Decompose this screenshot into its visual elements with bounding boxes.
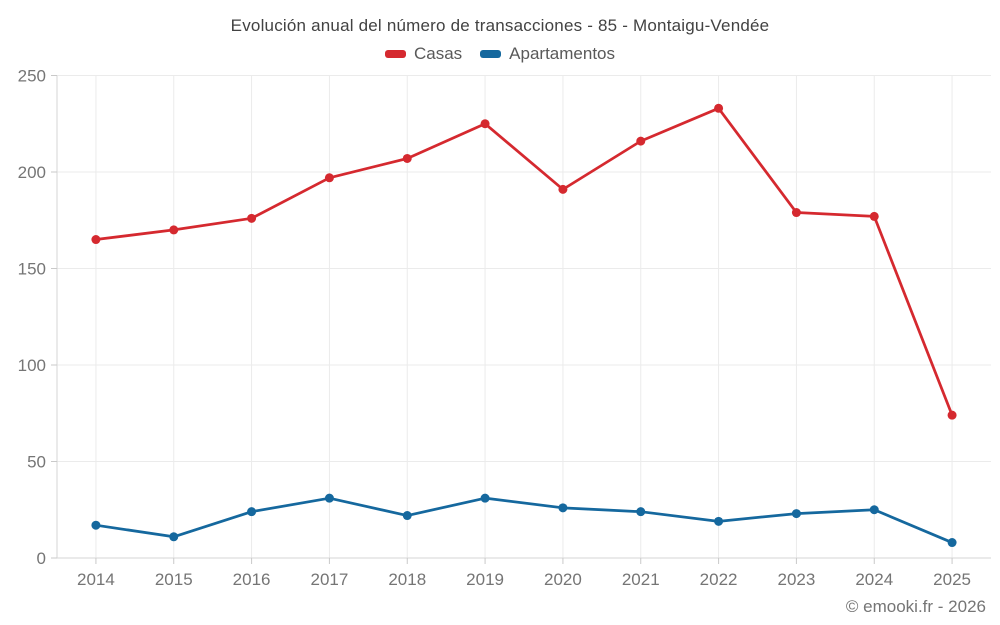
y-axis-tick-label: 0: [37, 549, 46, 568]
data-point[interactable]: [247, 507, 257, 517]
y-axis-tick-label: 150: [18, 260, 46, 279]
y-axis-tick-label: 250: [18, 67, 46, 86]
data-point[interactable]: [558, 184, 568, 194]
legend-item-apartamentos-label: Apartamentos: [509, 44, 616, 63]
x-axis-tick-label: 2018: [388, 570, 426, 589]
data-point[interactable]: [869, 211, 879, 221]
data-point[interactable]: [480, 493, 490, 503]
data-point[interactable]: [791, 208, 801, 218]
data-point[interactable]: [91, 520, 101, 530]
x-axis-tick-label: 2021: [622, 570, 660, 589]
legend-item-apartamentos[interactable]: Apartamentos: [480, 44, 615, 64]
x-axis-tick-label: 2025: [933, 570, 971, 589]
data-point[interactable]: [636, 507, 646, 517]
data-point[interactable]: [91, 235, 101, 245]
data-point[interactable]: [714, 103, 724, 113]
data-point[interactable]: [869, 505, 879, 515]
data-point[interactable]: [247, 213, 257, 223]
copyright-footer: © emooki.fr - 2026: [845, 597, 986, 616]
x-axis-tick-label: 2014: [77, 570, 115, 589]
data-point[interactable]: [558, 503, 568, 513]
data-point[interactable]: [169, 532, 179, 542]
data-point[interactable]: [791, 509, 801, 519]
data-point[interactable]: [402, 511, 412, 521]
data-point[interactable]: [169, 225, 179, 235]
data-point[interactable]: [636, 136, 646, 146]
apartamentos-color-swatch: [480, 50, 502, 58]
chart-title: Evolución anual del número de transaccio…: [230, 16, 770, 35]
x-axis-tick-label: 2020: [544, 570, 582, 589]
data-point[interactable]: [402, 153, 412, 163]
x-axis-tick-label: 2022: [700, 570, 738, 589]
series-line: [94, 106, 954, 417]
data-point[interactable]: [480, 119, 490, 129]
series-apartamentos: [91, 493, 957, 548]
data-point[interactable]: [324, 173, 334, 183]
axis-labels: 0 50 100 150 200 250 2014 2015 2016 2017 2018 2019 2…: [18, 67, 971, 590]
series-casas: [91, 103, 957, 420]
x-axis-tick-label: 2016: [233, 570, 271, 589]
data-point[interactable]: [714, 516, 724, 526]
data-point[interactable]: [324, 493, 334, 503]
y-axis-tick-label: 50: [27, 453, 46, 472]
y-axis-tick-label: 200: [18, 163, 46, 182]
casas-color-swatch: [384, 50, 406, 58]
legend-item-casas-label: Casas: [413, 44, 463, 63]
x-axis-tick-label: 2024: [855, 570, 893, 589]
axes: [51, 75, 991, 564]
x-axis-tick-label: 2019: [466, 570, 504, 589]
gridlines: [57, 75, 991, 558]
x-axis-tick-label: 2023: [778, 570, 816, 589]
chart-legend: Casas Apartamentos: [0, 44, 1000, 64]
legend-item-casas[interactable]: Casas: [384, 44, 463, 64]
data-point[interactable]: [947, 538, 957, 548]
y-axis-tick-label: 100: [18, 356, 46, 375]
x-axis-tick-label: 2015: [155, 570, 193, 589]
series-line: [94, 496, 954, 544]
data-point[interactable]: [947, 410, 957, 420]
x-axis-tick-label: 2017: [311, 570, 349, 589]
